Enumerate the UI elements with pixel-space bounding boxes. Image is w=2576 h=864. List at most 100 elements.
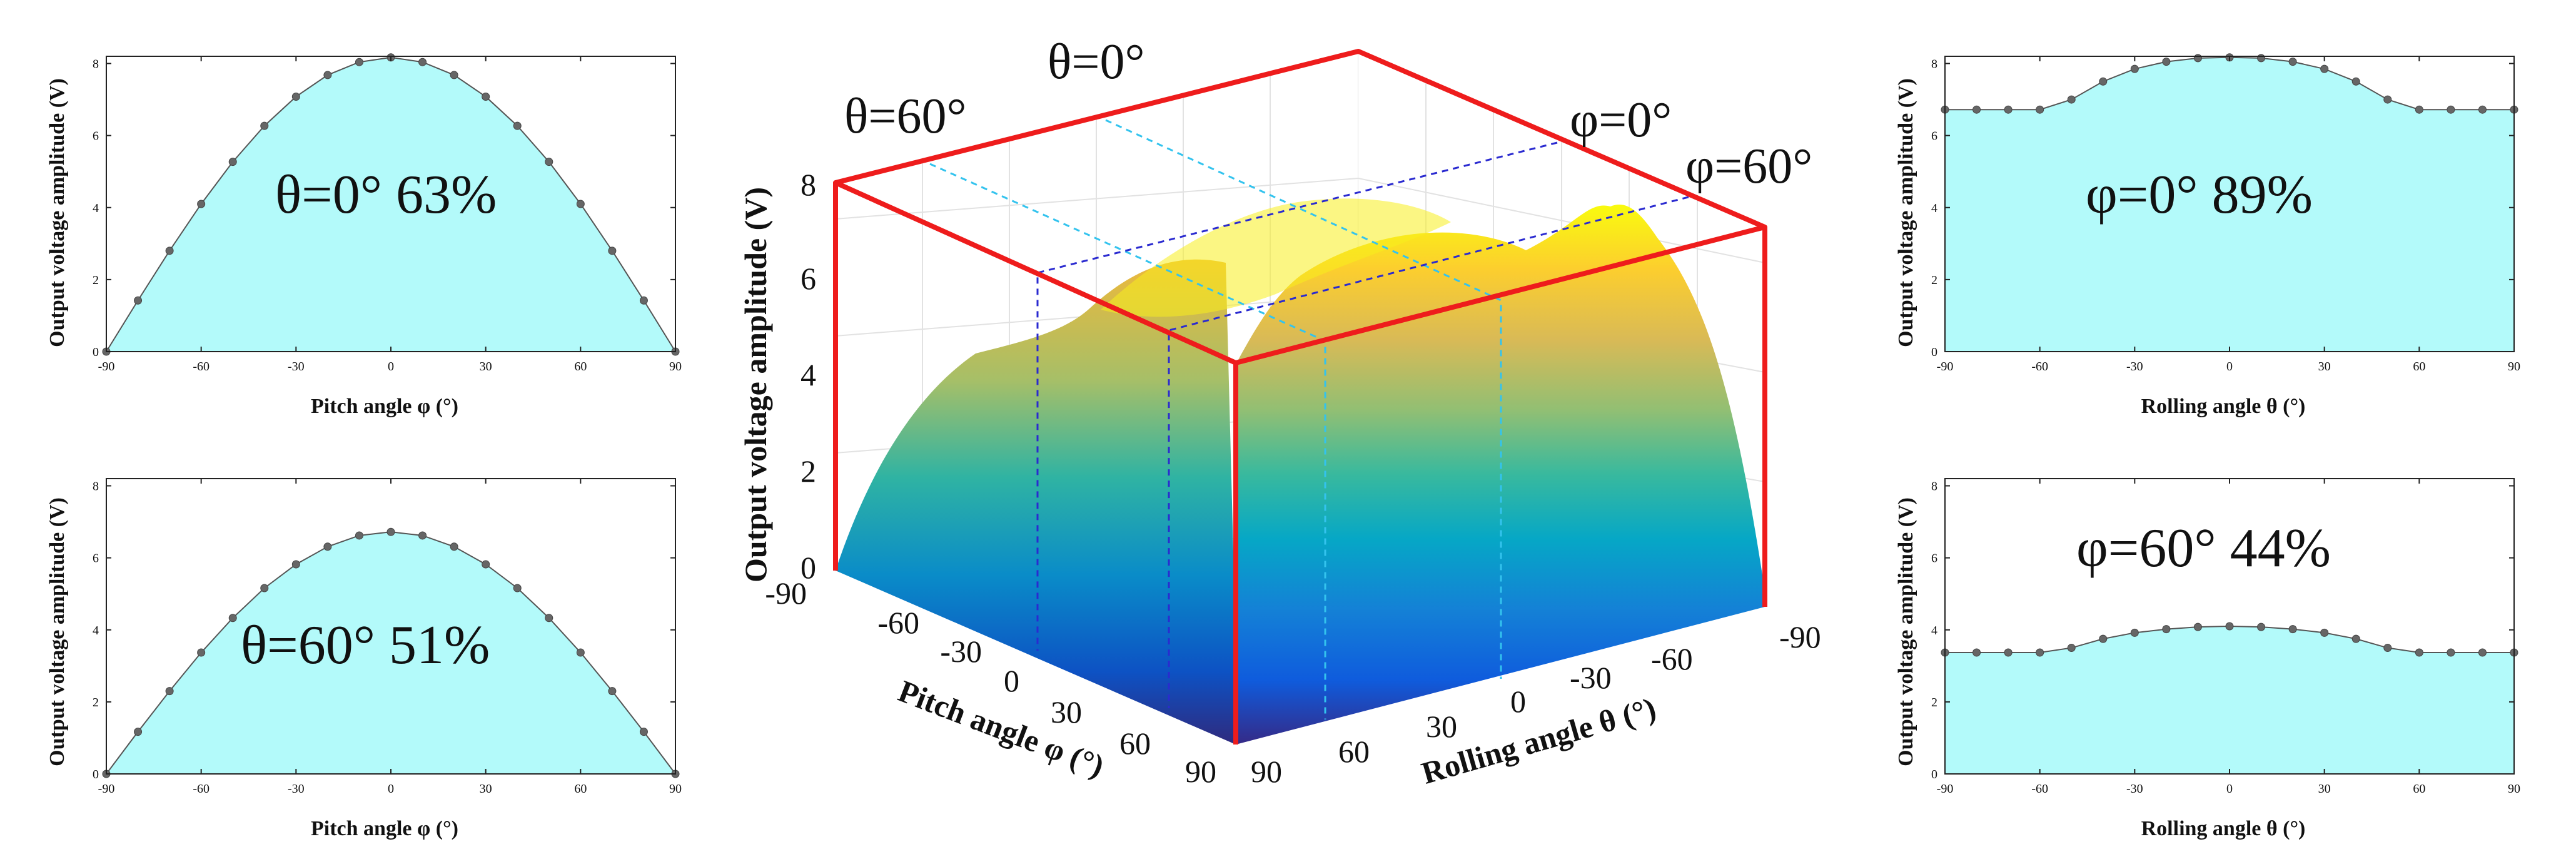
x-tick-label: 60: [2413, 360, 2425, 374]
pitch-tick-label: -60: [877, 605, 919, 640]
z-tick-label: 2: [801, 454, 816, 489]
x-tick-label: 30: [480, 360, 492, 374]
data-point: [197, 648, 206, 657]
x-tick-label: 90: [669, 782, 682, 796]
panel-phi-60-plot: -90 -60 -30 0 30 60 90 0 2 4 6 8: [1931, 478, 2520, 796]
data-point: [2036, 105, 2044, 114]
data-point: [2415, 648, 2423, 657]
y-tick-label: 0: [1931, 768, 1937, 781]
data-point: [2099, 634, 2108, 643]
x-tick-label: -90: [1937, 782, 1954, 796]
rolling-tick-label: 30: [1426, 709, 1457, 744]
data-point: [2036, 648, 2044, 657]
area-fill: [106, 532, 675, 774]
data-point: [482, 92, 490, 101]
rolling-ticks: 90 60 30 0 -30 -60 -90: [1251, 619, 1821, 789]
ylabel-theta-0: Output voltage amplitude (V): [46, 78, 69, 347]
data-point: [2478, 648, 2487, 657]
data-point: [2130, 64, 2139, 73]
x-tick-label: -60: [193, 360, 210, 374]
data-point: [418, 531, 427, 540]
data-point: [1972, 648, 1981, 657]
data-point: [2193, 623, 2202, 631]
data-point: [2162, 625, 2171, 634]
data-point: [2351, 634, 2360, 643]
annotation-theta-0: θ=0° 63%: [275, 165, 497, 225]
area-fill: [1945, 57, 2514, 352]
rolling-tick-label: 0: [1510, 684, 1526, 719]
cut-line-phi-60: [1168, 196, 1689, 708]
x-tick-label: 30: [2318, 360, 2331, 374]
surface-top-highlight: [1101, 198, 1451, 317]
pitch-tick-label: 90: [1185, 754, 1216, 789]
data-point: [2067, 95, 2076, 104]
panel-phi-60: -90 -60 -30 0 30 60 90 0 2 4 6 8 Rolling angle θ (°…: [1894, 478, 2520, 840]
y-tick-label: 2: [1931, 273, 1937, 287]
data-point: [2067, 644, 2076, 653]
y-tick-label: 4: [1931, 201, 1937, 215]
z-tick-label: 0: [801, 550, 816, 585]
x-tick-label: 90: [2508, 360, 2520, 374]
data-point: [2225, 622, 2234, 631]
data-point: [639, 296, 648, 305]
pitch-tick-label: 60: [1119, 726, 1151, 761]
data-point: [291, 92, 300, 101]
panel-phi-0-plot: -90 -60 -30 0 30 60 90 0 2 4 6 8: [1931, 53, 2520, 374]
data-point: [323, 542, 332, 551]
data-point: [134, 728, 143, 736]
data-point: [323, 71, 332, 79]
pitch-ticks: -90 -60 -30 0 30 60 90: [765, 576, 1216, 789]
data-point: [291, 560, 300, 569]
y-tick-label: 8: [93, 480, 99, 494]
xlabel-phi-0: Rolling angle θ (°): [2141, 395, 2306, 418]
data-point: [2320, 628, 2329, 637]
data-point: [2447, 105, 2455, 114]
data-point: [450, 542, 458, 551]
pitch-tick-label: -90: [765, 576, 807, 611]
data-point: [165, 246, 174, 255]
pitch-tick-label: 30: [1051, 694, 1082, 729]
data-point: [165, 687, 174, 696]
panel-theta-60-plot: -90 -60 -30 0 30 60 90 0 2 4 6 8: [93, 478, 682, 796]
data-point: [2320, 64, 2329, 73]
data-point: [2351, 77, 2360, 86]
x-tick-label: -60: [2031, 782, 2048, 796]
data-point: [2478, 105, 2487, 114]
data-point: [545, 158, 553, 166]
x-tick-label: 90: [669, 360, 682, 374]
y-tick-label: 2: [1931, 696, 1937, 709]
y-tick-label: 6: [1931, 130, 1937, 143]
xlabel-theta-0: Pitch angle φ (°): [311, 395, 458, 418]
annotation-phi-60: φ=60° 44%: [2076, 518, 2331, 579]
frame-label-theta-60: θ=60°: [844, 89, 966, 144]
y-tick-label: 2: [93, 696, 99, 709]
pitch-tick-label: -30: [940, 634, 982, 669]
frame-label-theta-0: θ=0°: [1048, 34, 1144, 89]
frame-label-phi-0: φ=0°: [1570, 93, 1672, 148]
y-tick-label: 6: [93, 552, 99, 566]
data-point: [2162, 58, 2171, 66]
annotation-phi-0: φ=0° 89%: [2086, 165, 2313, 225]
surface-left-face: [836, 259, 1238, 745]
rolling-tick-label: 90: [1251, 754, 1282, 789]
data-point: [197, 200, 206, 208]
y-tick-label: 0: [93, 768, 99, 781]
z-tick-label: 6: [801, 261, 816, 296]
data-point: [576, 200, 585, 208]
x-tick-label: -90: [98, 360, 115, 374]
data-point: [2257, 623, 2266, 631]
y-tick-label: 8: [1931, 58, 1937, 71]
x-tick-label: 30: [2318, 782, 2331, 796]
x-tick-label: -90: [98, 782, 115, 796]
rolling-tick-label: 60: [1338, 734, 1370, 769]
data-point: [576, 648, 585, 657]
ylabel-phi-60: Output voltage amplitude (V): [1894, 497, 1917, 766]
y-tick-label: 2: [93, 273, 99, 287]
surface-3d: θ=60° θ=0° φ=0° φ=60° 0 2 4 6 8 Output v…: [738, 34, 1821, 791]
rolling-tick-label: -30: [1570, 660, 1612, 695]
ylabel-phi-0: Output voltage amplitude (V): [1894, 78, 1917, 347]
data-point: [2447, 648, 2455, 657]
